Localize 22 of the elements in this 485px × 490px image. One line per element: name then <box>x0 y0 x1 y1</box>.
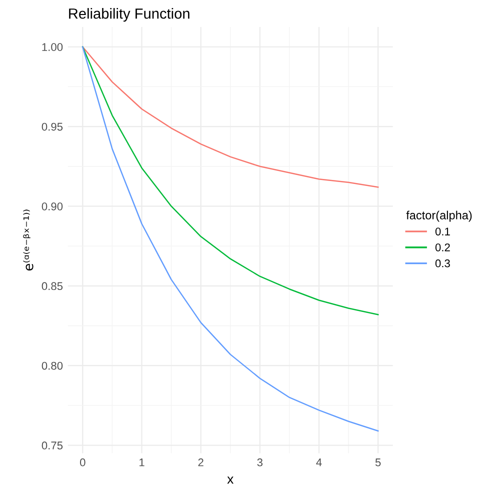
x-tick-label: 0 <box>80 458 86 466</box>
y-tick-label: 0.85 <box>42 282 63 290</box>
x-tick-label: 5 <box>375 458 381 466</box>
line-series <box>82 46 379 316</box>
y-axis-title: e⁽ᵅ⁽ᵉ⁻ᵝˣ⁻¹⁾⁾ <box>23 210 34 271</box>
y-tick-label: 0.90 <box>42 202 63 210</box>
line-series <box>82 46 379 188</box>
y-tick-label: 0.75 <box>42 442 63 450</box>
x-axis-title: x <box>227 476 234 484</box>
x-tick-label: 4 <box>316 458 322 466</box>
x-tick-label: 2 <box>198 458 204 466</box>
chart-title: Reliability Function <box>69 8 190 22</box>
legend-label: 0.3 <box>435 259 450 268</box>
y-tick-label: 1.00 <box>42 43 63 52</box>
y-tick-label: 0.80 <box>42 362 63 370</box>
legend-title: factor(alpha) <box>406 210 472 222</box>
x-tick-label: 1 <box>140 458 144 466</box>
line-series <box>82 46 379 432</box>
x-tick-label: 3 <box>257 458 263 466</box>
y-tick-label: 0.95 <box>42 122 63 131</box>
legend-label: 0.1 <box>435 228 450 236</box>
legend-label: 0.2 <box>435 243 450 252</box>
